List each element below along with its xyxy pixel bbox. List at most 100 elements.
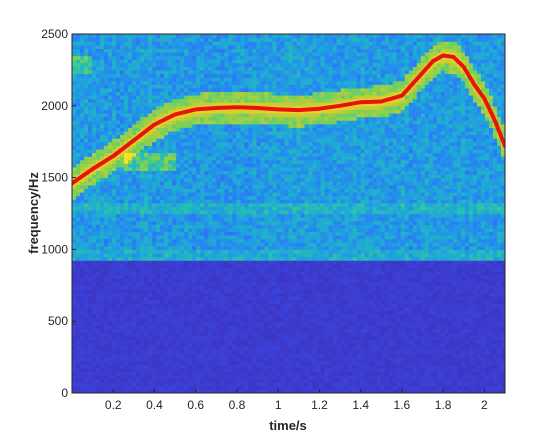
heat-cell (188, 317, 193, 322)
heat-cell (208, 80, 213, 85)
heat-cell (100, 227, 105, 233)
heat-cell (96, 249, 101, 254)
heat-cell (152, 59, 157, 64)
heat-cell (216, 278, 221, 283)
heat-cell (124, 34, 129, 39)
heat-cell (236, 181, 241, 186)
heat-cell (96, 62, 101, 67)
heat-cell (196, 148, 201, 154)
heat-cell (216, 339, 221, 344)
heat-cell (88, 77, 93, 82)
heat-cell (132, 59, 137, 64)
heat-cell (108, 296, 113, 301)
heat-cell (144, 378, 149, 383)
heat-cell (204, 296, 209, 301)
heat-cell (136, 260, 141, 265)
heat-cell (80, 267, 85, 272)
heat-cell (100, 148, 105, 154)
heat-cell (196, 170, 201, 175)
heat-cell (108, 256, 113, 261)
heat-cell (160, 331, 165, 337)
heat-cell (148, 324, 153, 329)
heat-cell (228, 349, 233, 355)
heat-cell (208, 87, 213, 93)
heat-cell (116, 299, 121, 304)
heat-cell (100, 349, 105, 355)
heat-cell (212, 310, 217, 315)
heat-cell (104, 231, 109, 236)
heat-cell (124, 105, 129, 110)
heat-cell (176, 371, 181, 376)
heat-cell (88, 335, 93, 340)
heat-cell (244, 274, 250, 279)
heat-cell (76, 296, 81, 301)
heat-cell (120, 195, 125, 200)
heat-cell (92, 177, 97, 182)
heat-cell (92, 224, 97, 229)
heat-cell (108, 238, 113, 243)
heat-cell (84, 177, 89, 182)
heat-cell (224, 346, 229, 351)
heat-cell (204, 163, 209, 168)
heat-cell (156, 148, 161, 154)
heat-cell (72, 296, 77, 301)
heat-cell (132, 349, 137, 355)
heat-cell (212, 73, 217, 78)
heat-cell (108, 360, 113, 365)
heat-cell (208, 37, 213, 42)
heat-cell (232, 281, 237, 286)
heat-cell (220, 375, 225, 380)
heat-cell (160, 245, 165, 250)
heat-cell (204, 224, 209, 229)
heat-cell (128, 349, 133, 355)
heat-cell (104, 80, 109, 85)
heat-cell (84, 48, 89, 53)
heat-cell (168, 148, 173, 154)
heat-cell (260, 91, 266, 96)
heat-cell (216, 385, 221, 391)
heat-cell (268, 145, 274, 150)
heat-cell (184, 73, 189, 78)
heat-cell (188, 48, 193, 53)
heat-cell (252, 138, 258, 143)
heat-cell (224, 62, 229, 67)
heat-cell (144, 120, 149, 125)
heat-cell (84, 195, 89, 200)
heat-cell (208, 252, 213, 258)
heat-cell (232, 213, 237, 218)
heat-cell (232, 324, 237, 329)
heat-cell (248, 156, 254, 161)
heat-cell (140, 285, 145, 290)
heat-cell (200, 375, 205, 380)
heat-cell (112, 296, 117, 301)
heat-cell (84, 382, 89, 387)
heat-cell (248, 112, 254, 118)
heat-cell (144, 349, 149, 355)
heat-cell (252, 77, 258, 82)
heat-cell (264, 328, 270, 333)
heat-cell (244, 281, 250, 286)
heat-cell (180, 278, 185, 283)
heat-cell (172, 242, 177, 247)
heat-cell (244, 249, 250, 254)
heat-cell (204, 331, 209, 337)
heat-cell (164, 389, 169, 393)
heat-cell (124, 181, 129, 186)
heat-cell (92, 296, 97, 301)
heat-cell (244, 260, 250, 265)
heat-cell (240, 367, 245, 373)
heat-cell (172, 202, 177, 207)
heat-cell (88, 80, 93, 85)
heat-cell (172, 270, 177, 276)
heat-cell (176, 242, 181, 247)
heat-cell (268, 188, 274, 193)
heat-cell (136, 145, 141, 150)
heat-cell (104, 274, 109, 279)
heat-cell (232, 87, 237, 93)
heat-cell (268, 59, 274, 64)
heat-cell (164, 382, 169, 387)
heat-cell (128, 105, 133, 110)
heat-cell (152, 310, 157, 315)
heat-cell (244, 148, 250, 154)
heat-cell (228, 317, 233, 322)
